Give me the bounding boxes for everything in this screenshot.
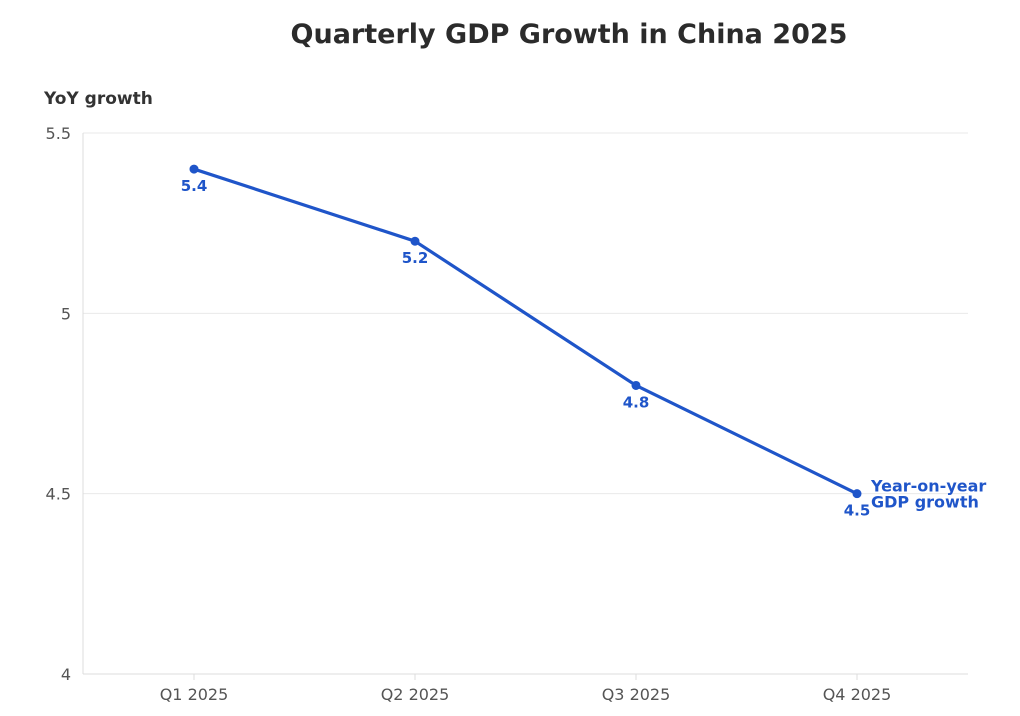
y-tick-label: 5 <box>61 304 71 323</box>
y-tick-label: 5.5 <box>46 124 71 143</box>
axes: 4 4.5 5 5.5 Q1 2025 Q2 2025 Q3 2025 Q4 2025 <box>46 124 968 704</box>
data-point <box>852 489 862 499</box>
series-name-label: GDP growth <box>871 493 979 512</box>
y-tick-label: 4.5 <box>46 485 71 504</box>
gridlines <box>83 132 968 675</box>
data-label: 5.4 <box>181 177 208 195</box>
y-axis-title: YoY growth <box>43 89 153 109</box>
x-tick-label: Q3 2025 <box>602 685 671 704</box>
x-tick-label: Q2 2025 <box>381 685 450 704</box>
data-point <box>410 236 420 246</box>
x-tick-label: Q1 2025 <box>160 685 229 704</box>
x-tick-label: Q4 2025 <box>823 685 892 704</box>
data-label: 4.8 <box>623 393 650 411</box>
chart-title: Quarterly GDP Growth in China 2025 <box>291 19 848 50</box>
data-point <box>189 164 199 174</box>
y-tick-label: 4 <box>61 665 71 684</box>
series-layer <box>189 164 862 499</box>
series-line <box>192 167 859 496</box>
data-point <box>631 380 641 390</box>
data-label: 5.2 <box>402 249 429 267</box>
series-name-label: Year-on-year <box>870 477 986 496</box>
data-label: 4.5 <box>844 502 871 520</box>
